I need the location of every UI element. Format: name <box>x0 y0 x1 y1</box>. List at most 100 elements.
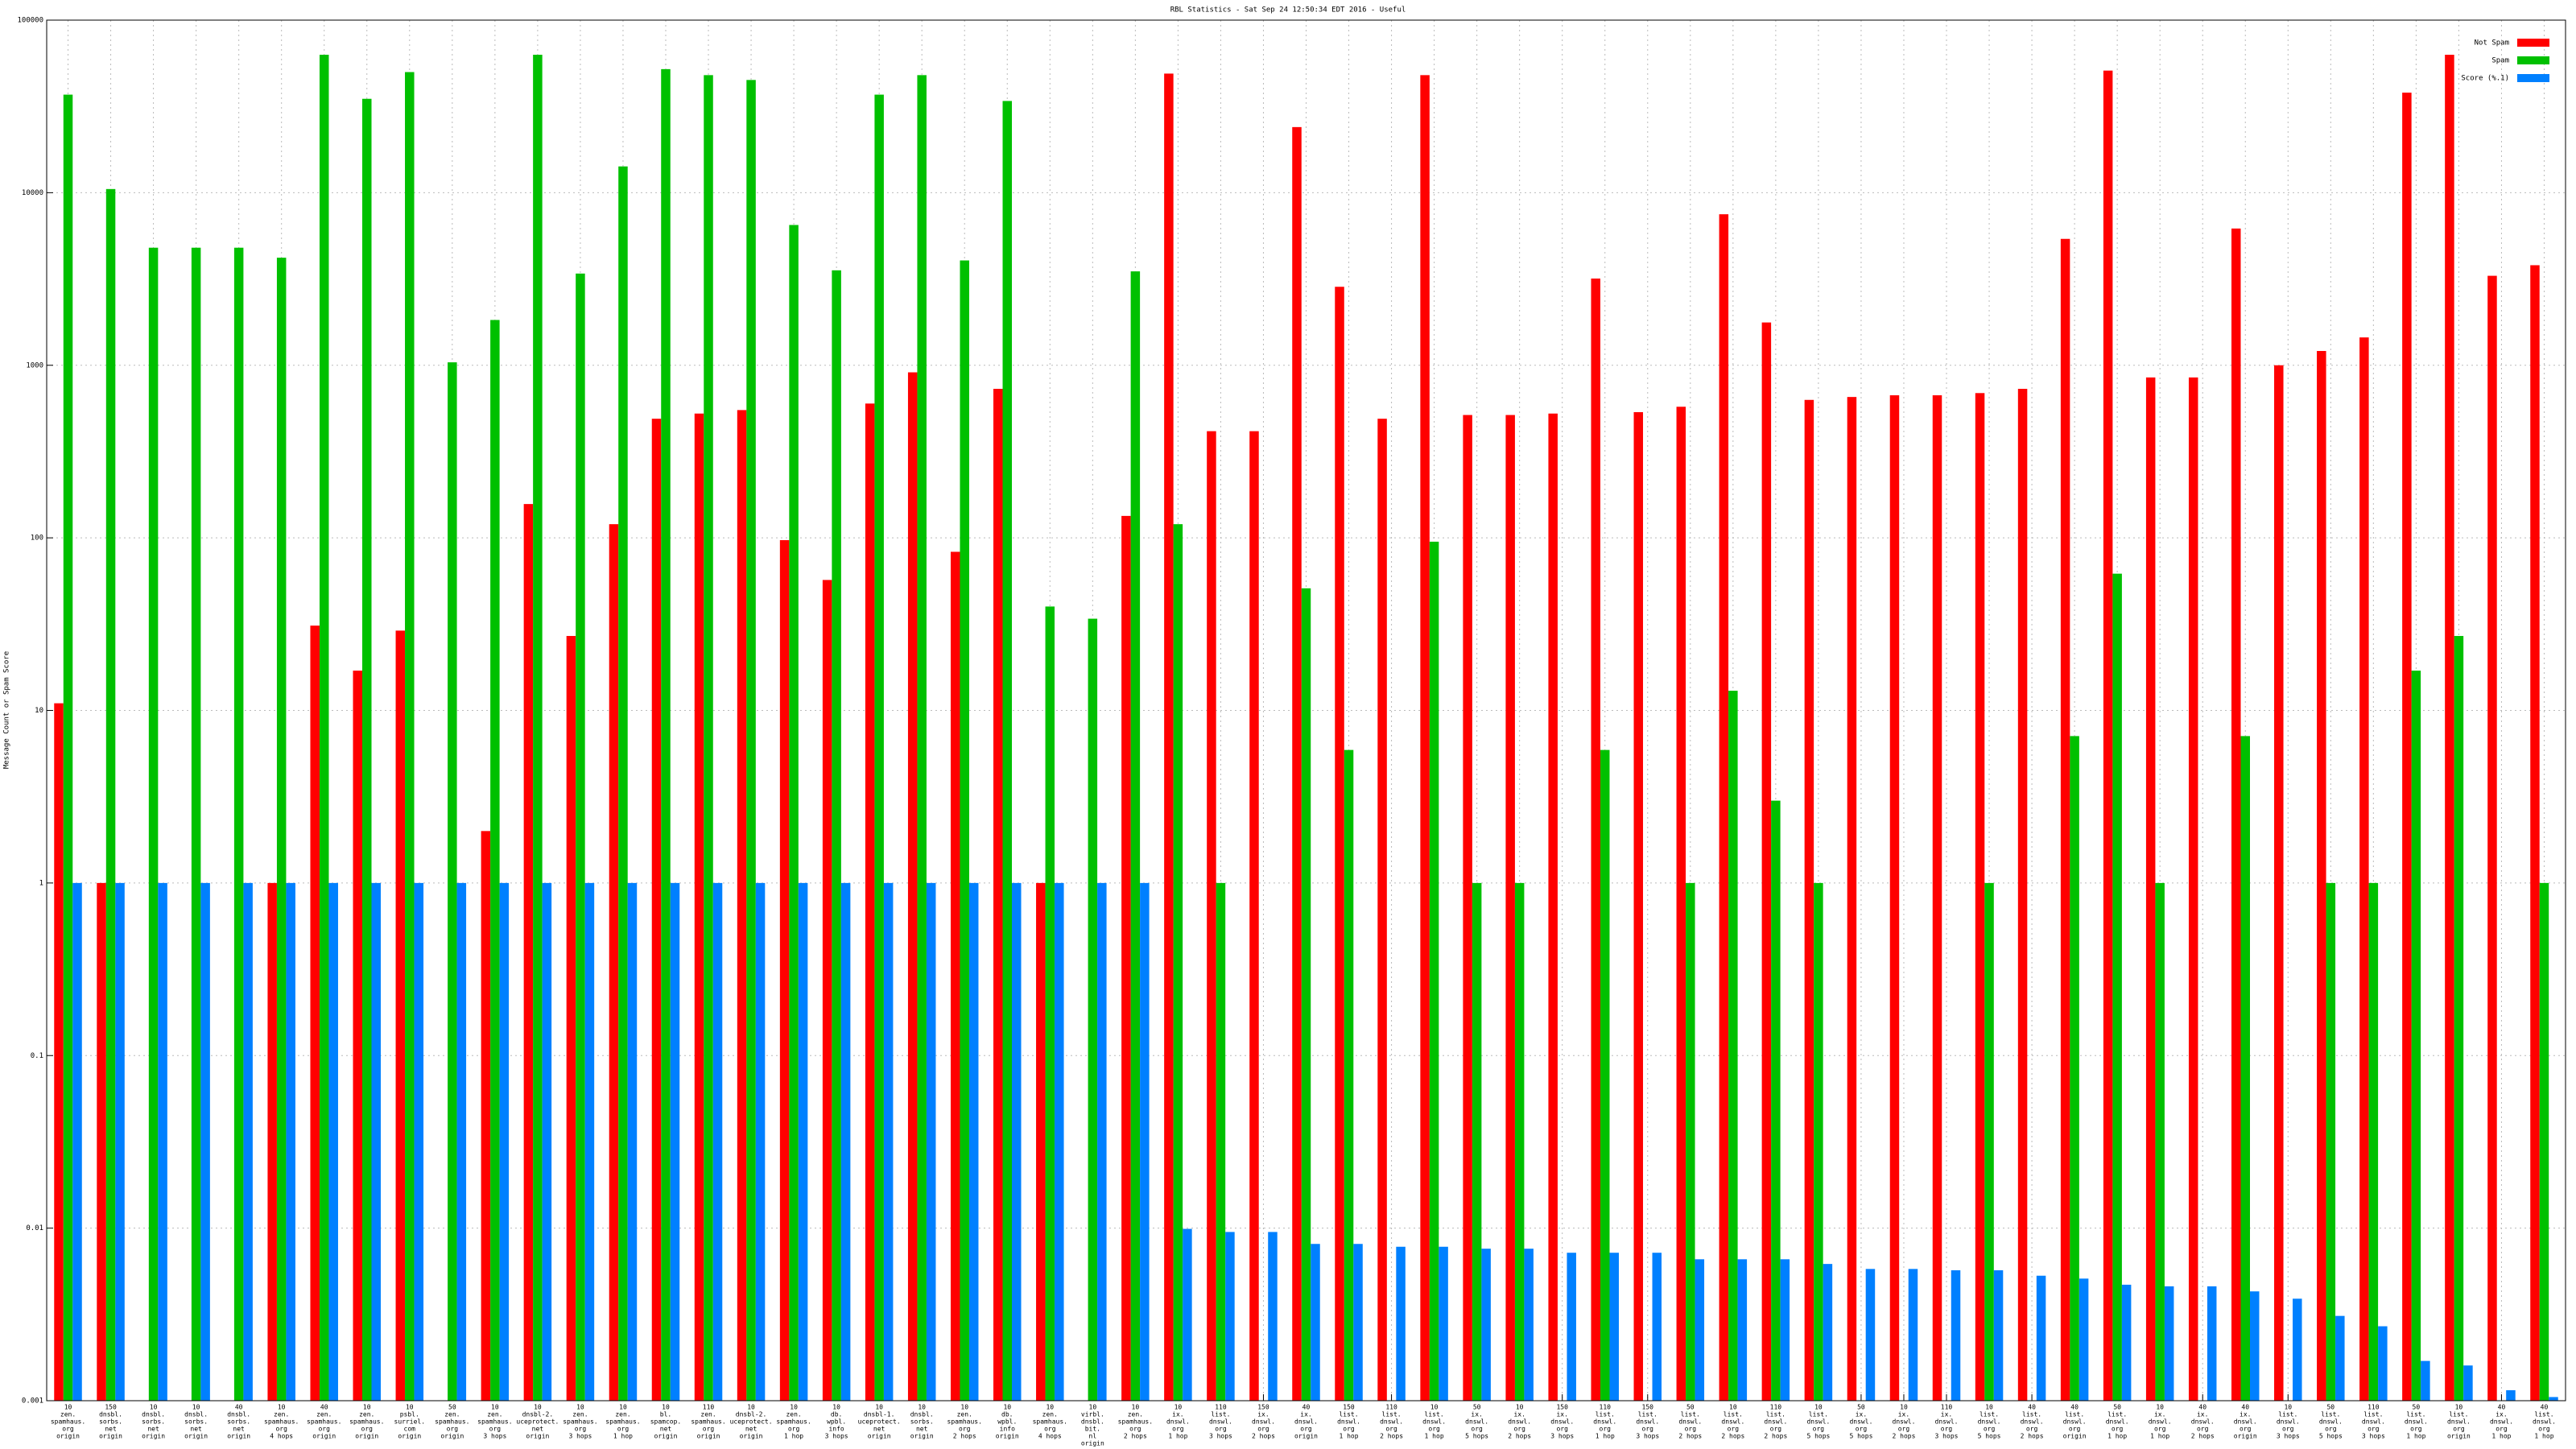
x-tick-label: 10 <box>1985 1404 1993 1411</box>
x-tick-label: net <box>190 1426 202 1433</box>
x-tick-label: zen. <box>359 1411 374 1418</box>
bar <box>2359 337 2369 1401</box>
bar <box>2112 573 2122 1401</box>
y-tick-label: 1000 <box>26 361 43 369</box>
x-tick-label: list. <box>2534 1411 2553 1418</box>
legend-swatch <box>2517 56 2549 64</box>
bar <box>243 882 253 1401</box>
x-tick-label: 10 <box>64 1404 72 1411</box>
x-tick-label: 1 hop <box>784 1433 803 1440</box>
x-tick-label: 2 hops <box>1508 1433 1531 1440</box>
bar <box>917 75 927 1402</box>
bar <box>627 882 638 1401</box>
x-tick-label: org <box>1385 1426 1397 1433</box>
x-tick-label: org <box>2496 1426 2508 1433</box>
x-tick-label: net <box>873 1426 886 1433</box>
bar <box>1249 431 1259 1402</box>
x-tick-label: 3 hops <box>1209 1433 1232 1440</box>
x-tick-label: 3 hops <box>1935 1433 1959 1440</box>
bar <box>1439 1246 1448 1401</box>
x-tick-label: 2 hops <box>953 1433 976 1440</box>
bar <box>105 188 116 1402</box>
x-tick-label: org <box>1343 1426 1355 1433</box>
x-tick-label: 10 <box>278 1404 286 1411</box>
bar <box>737 410 747 1401</box>
bar <box>1130 271 1141 1401</box>
x-tick-label: org <box>1257 1426 1269 1433</box>
x-tick-label: 1 hop <box>1425 1433 1444 1440</box>
x-tick-label: 110 <box>1600 1404 1612 1411</box>
bar <box>1353 1244 1363 1401</box>
x-tick-label: ix. <box>1172 1411 1183 1418</box>
bar <box>63 94 73 1401</box>
x-tick-label: spamhaus. <box>1033 1418 1067 1426</box>
x-tick-label: 1 hop <box>1596 1433 1615 1440</box>
bar <box>115 882 125 1401</box>
x-tick-label: list. <box>1211 1411 1230 1418</box>
bar <box>1311 1244 1320 1401</box>
x-tick-label: dnswl. <box>1508 1418 1531 1426</box>
x-tick-label: 50 <box>1857 1404 1865 1411</box>
bar <box>2274 365 2284 1401</box>
bar <box>1932 395 1942 1402</box>
x-tick-label: dnswl. <box>1465 1418 1488 1426</box>
bar <box>490 320 500 1401</box>
x-tick-label: list. <box>1681 1411 1700 1418</box>
x-tick-label: origin <box>312 1433 336 1440</box>
bar <box>2539 882 2549 1401</box>
bar <box>798 882 808 1401</box>
bar <box>1975 393 1985 1401</box>
x-tick-label: org <box>1215 1426 1227 1433</box>
x-tick-label: ix. <box>1941 1411 1952 1418</box>
x-tick-label: 10 <box>192 1404 200 1411</box>
bar <box>2463 1365 2473 1401</box>
bar <box>2103 70 2113 1401</box>
x-tick-label: bl. <box>660 1411 671 1418</box>
bar <box>371 882 382 1401</box>
x-tick-label: 50 <box>1686 1404 1695 1411</box>
bar <box>2549 1397 2558 1401</box>
x-tick-label: 10 <box>576 1404 584 1411</box>
x-tick-label: dnswl. <box>1678 1418 1702 1426</box>
bar <box>874 94 884 1401</box>
bar <box>832 270 841 1401</box>
x-tick-label: nl <box>1089 1433 1097 1440</box>
x-tick-label: uceprotect. <box>858 1418 901 1426</box>
x-tick-label: 40 <box>1302 1404 1311 1411</box>
x-tick-label: psbl. <box>400 1411 419 1418</box>
bar <box>405 72 415 1401</box>
x-tick-label: uceprotect. <box>730 1418 773 1426</box>
x-tick-label: 10 <box>1814 1404 1823 1411</box>
x-tick-label: 3 hops <box>483 1433 506 1440</box>
x-tick-label: dnsbl. <box>227 1411 250 1418</box>
x-tick-label: zen. <box>615 1411 630 1418</box>
bar <box>2249 1291 2260 1401</box>
bar <box>1524 1249 1534 1401</box>
x-tick-label: org <box>575 1426 587 1433</box>
x-tick-label: 40 <box>2198 1404 2207 1411</box>
x-tick-label: 3 hops <box>1550 1433 1574 1440</box>
bar <box>1993 1269 2004 1401</box>
x-tick-label: 5 hops <box>1978 1433 2001 1440</box>
legend-label: Spam <box>2491 57 2509 65</box>
bar <box>1823 1264 1833 1401</box>
x-tick-label: org <box>2538 1426 2550 1433</box>
legend-swatch <box>2517 39 2549 47</box>
x-tick-label: spamhaus. <box>307 1418 341 1426</box>
bar <box>1548 413 1558 1401</box>
x-tick-label: origin <box>1294 1433 1318 1440</box>
bar <box>54 703 64 1401</box>
bar <box>618 166 628 1402</box>
x-tick-label: 110 <box>1941 1404 1953 1411</box>
bar <box>2445 55 2454 1402</box>
x-tick-label: org <box>1471 1426 1483 1433</box>
bar <box>310 625 320 1401</box>
x-tick-label: origin <box>868 1433 891 1440</box>
x-tick-label: dnswl. <box>1721 1418 1744 1426</box>
x-tick-label: zen. <box>1042 1411 1058 1418</box>
x-tick-label: 150 <box>1556 1404 1568 1411</box>
x-tick-label: org <box>1898 1426 1910 1433</box>
bar <box>362 98 372 1402</box>
bar <box>1814 882 1823 1401</box>
x-tick-label: dnswl. <box>1209 1418 1232 1426</box>
